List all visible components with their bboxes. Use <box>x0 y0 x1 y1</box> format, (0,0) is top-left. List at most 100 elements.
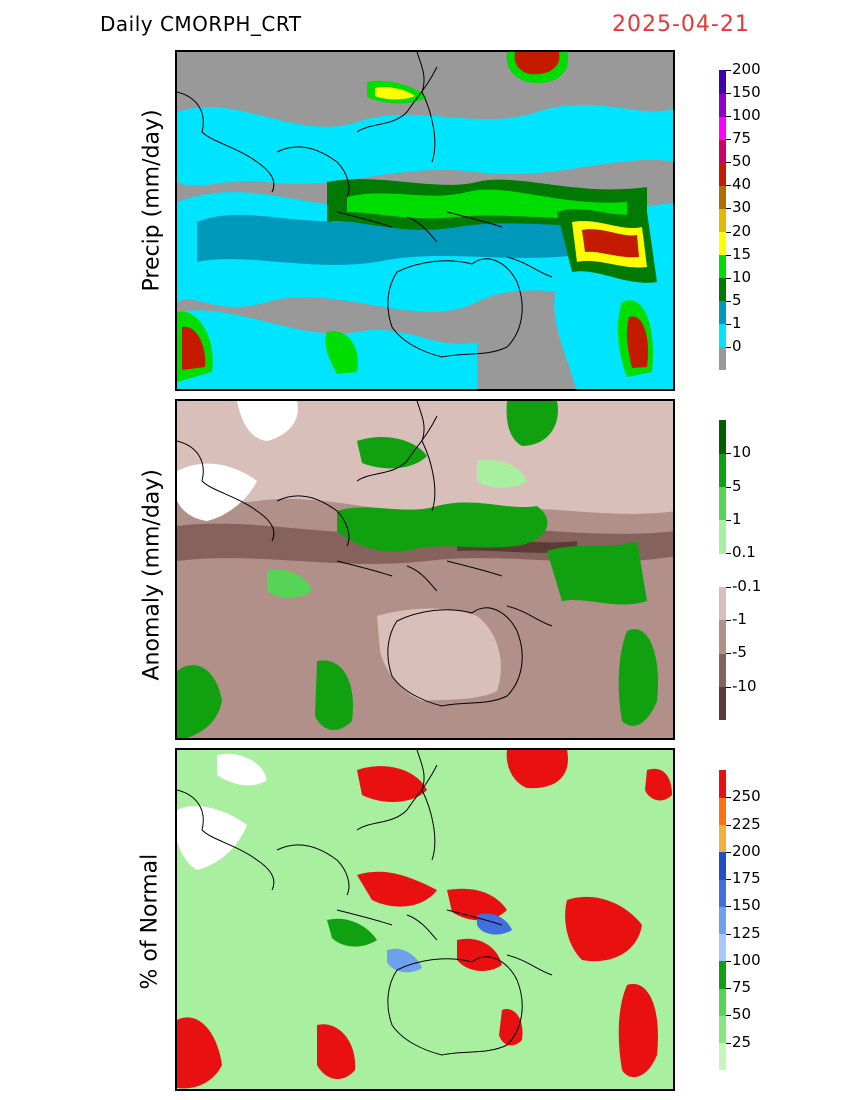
colorbar-segment <box>719 620 726 654</box>
coastlines-3 <box>177 750 553 1056</box>
precip-map <box>175 50 675 391</box>
colorbar-segment <box>719 254 726 279</box>
colorbar-segment <box>719 346 726 371</box>
colorbar-segment <box>719 553 726 588</box>
colorbar-tick <box>726 906 731 908</box>
colorbar-segment <box>719 420 726 454</box>
colorbar-segment <box>719 770 726 798</box>
colorbar-label: -5 <box>732 643 747 662</box>
colorbar-label: 1 <box>732 313 742 332</box>
colorbar-segment <box>719 139 726 163</box>
anomaly-field <box>177 401 673 738</box>
colorbar-tick <box>726 686 731 688</box>
colorbar-tick <box>726 620 731 621</box>
colorbar-tick <box>726 960 731 962</box>
colorbar-label: 10 <box>732 443 752 462</box>
colorbar-label: 250 <box>732 787 761 806</box>
colorbar-tick <box>726 208 731 210</box>
colorbar-segment <box>719 162 726 186</box>
colorbar-label: 100 <box>732 950 761 969</box>
colorbar-label: -0.1 <box>732 576 762 595</box>
anomaly-colorbar <box>719 420 726 721</box>
colorbar-tick <box>726 116 731 118</box>
colorbar-segment <box>719 686 726 721</box>
coastlines-2 <box>177 401 553 707</box>
colorbar-label: 125 <box>732 923 761 942</box>
colorbar-tick <box>726 851 731 853</box>
colorbar-tick <box>726 797 731 799</box>
colorbar-label: 20 <box>732 221 752 240</box>
anomaly-map <box>175 399 675 740</box>
colorbar-segment <box>719 185 726 209</box>
colorbar-label: 15 <box>732 244 752 263</box>
colorbar-label: 10 <box>732 267 752 286</box>
colorbar-label: 200 <box>732 841 761 860</box>
colorbar-segment <box>719 520 726 554</box>
colorbar-label: 75 <box>732 978 752 997</box>
colorbar-tick <box>726 553 731 555</box>
colorbar-tick <box>726 824 731 826</box>
colorbar-tick <box>726 254 731 256</box>
coastlines <box>177 52 553 358</box>
colorbar-tick <box>726 933 731 935</box>
colorbar-label: 5 <box>732 290 742 309</box>
colorbar-tick <box>726 70 731 71</box>
colorbar-segment <box>719 300 726 325</box>
colorbar-label: 30 <box>732 198 752 217</box>
colorbar-tick <box>726 586 731 588</box>
colorbar-segment <box>719 933 726 962</box>
colorbar-tick <box>726 93 731 95</box>
colorbar-label: 25 <box>732 1032 752 1051</box>
colorbar-segment <box>719 70 726 94</box>
colorbar-label: 1 <box>732 510 742 528</box>
page-title: Daily CMORPH_CRT <box>100 12 302 36</box>
colorbar-label: 75 <box>732 129 752 148</box>
colorbar-tick <box>726 323 731 325</box>
colorbar-label: 50 <box>732 1005 752 1024</box>
colorbar-label: 0 <box>732 336 742 355</box>
colorbar-tick <box>726 346 731 348</box>
percent-map <box>175 748 675 1091</box>
percent-ylabel: % of Normal <box>137 853 163 990</box>
colorbar-label: 100 <box>732 106 761 125</box>
colorbar-segment <box>719 116 726 140</box>
precip-field <box>177 52 673 389</box>
colorbar-tick <box>726 277 731 279</box>
percent-field <box>177 750 672 1089</box>
colorbar-segment <box>719 323 726 348</box>
colorbar-segment <box>719 906 726 935</box>
colorbar-segment <box>719 1015 726 1044</box>
colorbar-label: 150 <box>732 896 761 915</box>
colorbar-segment <box>719 824 726 853</box>
colorbar-segment <box>719 586 726 621</box>
date-label: 2025-04-21 <box>612 12 750 37</box>
colorbar-segment <box>719 1042 726 1071</box>
colorbar-segment <box>719 208 726 233</box>
percent-colorbar <box>719 770 726 1071</box>
colorbar-tick <box>726 879 731 881</box>
colorbar-segment <box>719 960 726 989</box>
colorbar-tick <box>726 520 731 521</box>
colorbar-label: 150 <box>732 83 761 102</box>
colorbar-segment <box>719 988 726 1016</box>
colorbar-label: 225 <box>732 814 761 833</box>
colorbar-tick <box>726 300 731 302</box>
precip-ylabel: Precip (mm/day) <box>139 109 165 292</box>
colorbar-segment <box>719 231 726 256</box>
colorbar-segment <box>719 486 726 521</box>
colorbar-tick <box>726 988 731 990</box>
colorbar-tick <box>726 486 731 488</box>
colorbar-label: 200 <box>732 60 761 78</box>
colorbar-segment <box>719 851 726 880</box>
colorbar-label: 5 <box>732 476 742 495</box>
colorbar-tick <box>726 1015 731 1017</box>
colorbar-segment <box>719 93 726 117</box>
colorbar-label: -10 <box>732 676 757 695</box>
colorbar-tick <box>726 653 731 655</box>
colorbar-segment <box>719 653 726 688</box>
colorbar-segment <box>719 879 726 907</box>
colorbar-tick <box>726 453 731 455</box>
colorbar-tick <box>726 139 731 141</box>
colorbar-label: 50 <box>732 152 752 171</box>
colorbar-label: -1 <box>732 610 747 628</box>
